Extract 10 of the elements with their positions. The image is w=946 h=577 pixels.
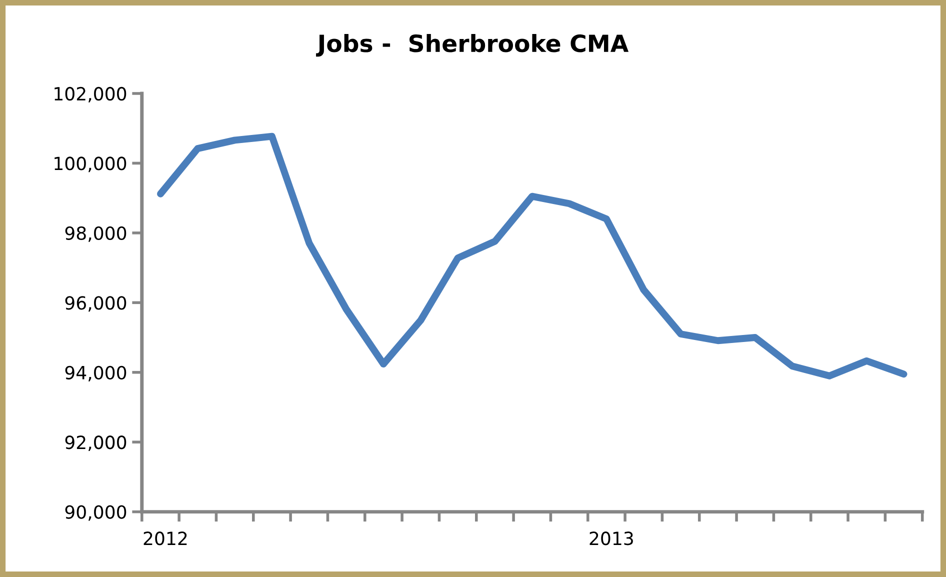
- y-tick-label: 100,000: [54, 156, 126, 172]
- x-tick-label: 2013: [590, 532, 633, 546]
- y-tick-label: 96,000: [65, 296, 126, 312]
- y-tick-label: 92,000: [65, 436, 126, 452]
- y-tick-label: 102,000: [54, 86, 126, 102]
- y-tick-label: 98,000: [65, 226, 126, 242]
- y-tick-label: 94,000: [65, 366, 126, 382]
- chart-title: Jobs - Sherbrooke CMA: [316, 34, 629, 57]
- x-tick-label: 2012: [144, 532, 187, 546]
- y-tick-label: 90,000: [65, 505, 126, 521]
